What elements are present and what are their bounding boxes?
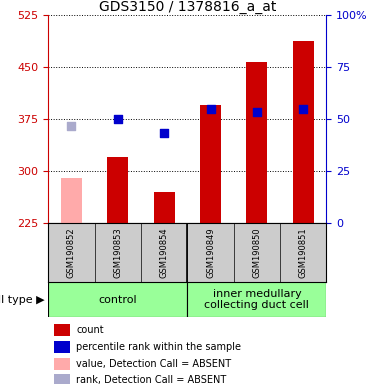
Bar bbox=[54, 358, 70, 370]
Bar bbox=[48, 282, 187, 317]
Text: value, Detection Call = ABSENT: value, Detection Call = ABSENT bbox=[76, 359, 231, 369]
Text: GSM190852: GSM190852 bbox=[67, 227, 76, 278]
Text: cell type ▶: cell type ▶ bbox=[0, 295, 45, 305]
Text: control: control bbox=[98, 295, 137, 305]
Text: GSM190854: GSM190854 bbox=[160, 227, 169, 278]
Bar bbox=[54, 341, 70, 353]
Point bbox=[69, 123, 75, 129]
Bar bbox=[293, 41, 314, 223]
Text: GSM190853: GSM190853 bbox=[113, 227, 122, 278]
Point bbox=[301, 106, 306, 112]
Text: GSM190851: GSM190851 bbox=[299, 227, 308, 278]
Bar bbox=[187, 282, 326, 317]
Bar bbox=[61, 178, 82, 223]
Point bbox=[254, 109, 260, 115]
Point bbox=[161, 130, 167, 136]
Text: count: count bbox=[76, 324, 104, 334]
Text: rank, Detection Call = ABSENT: rank, Detection Call = ABSENT bbox=[76, 375, 226, 384]
Text: GSM190849: GSM190849 bbox=[206, 227, 215, 278]
Point bbox=[208, 106, 214, 112]
Bar bbox=[246, 62, 267, 223]
Bar bbox=[54, 374, 70, 384]
Bar bbox=[154, 192, 175, 223]
Bar bbox=[54, 323, 70, 336]
Point bbox=[115, 116, 121, 122]
Title: GDS3150 / 1378816_a_at: GDS3150 / 1378816_a_at bbox=[99, 0, 276, 14]
Bar bbox=[200, 105, 221, 223]
Text: GSM190850: GSM190850 bbox=[252, 227, 262, 278]
Bar bbox=[107, 157, 128, 223]
Text: inner medullary
collecting duct cell: inner medullary collecting duct cell bbox=[204, 289, 309, 310]
Text: percentile rank within the sample: percentile rank within the sample bbox=[76, 342, 241, 352]
